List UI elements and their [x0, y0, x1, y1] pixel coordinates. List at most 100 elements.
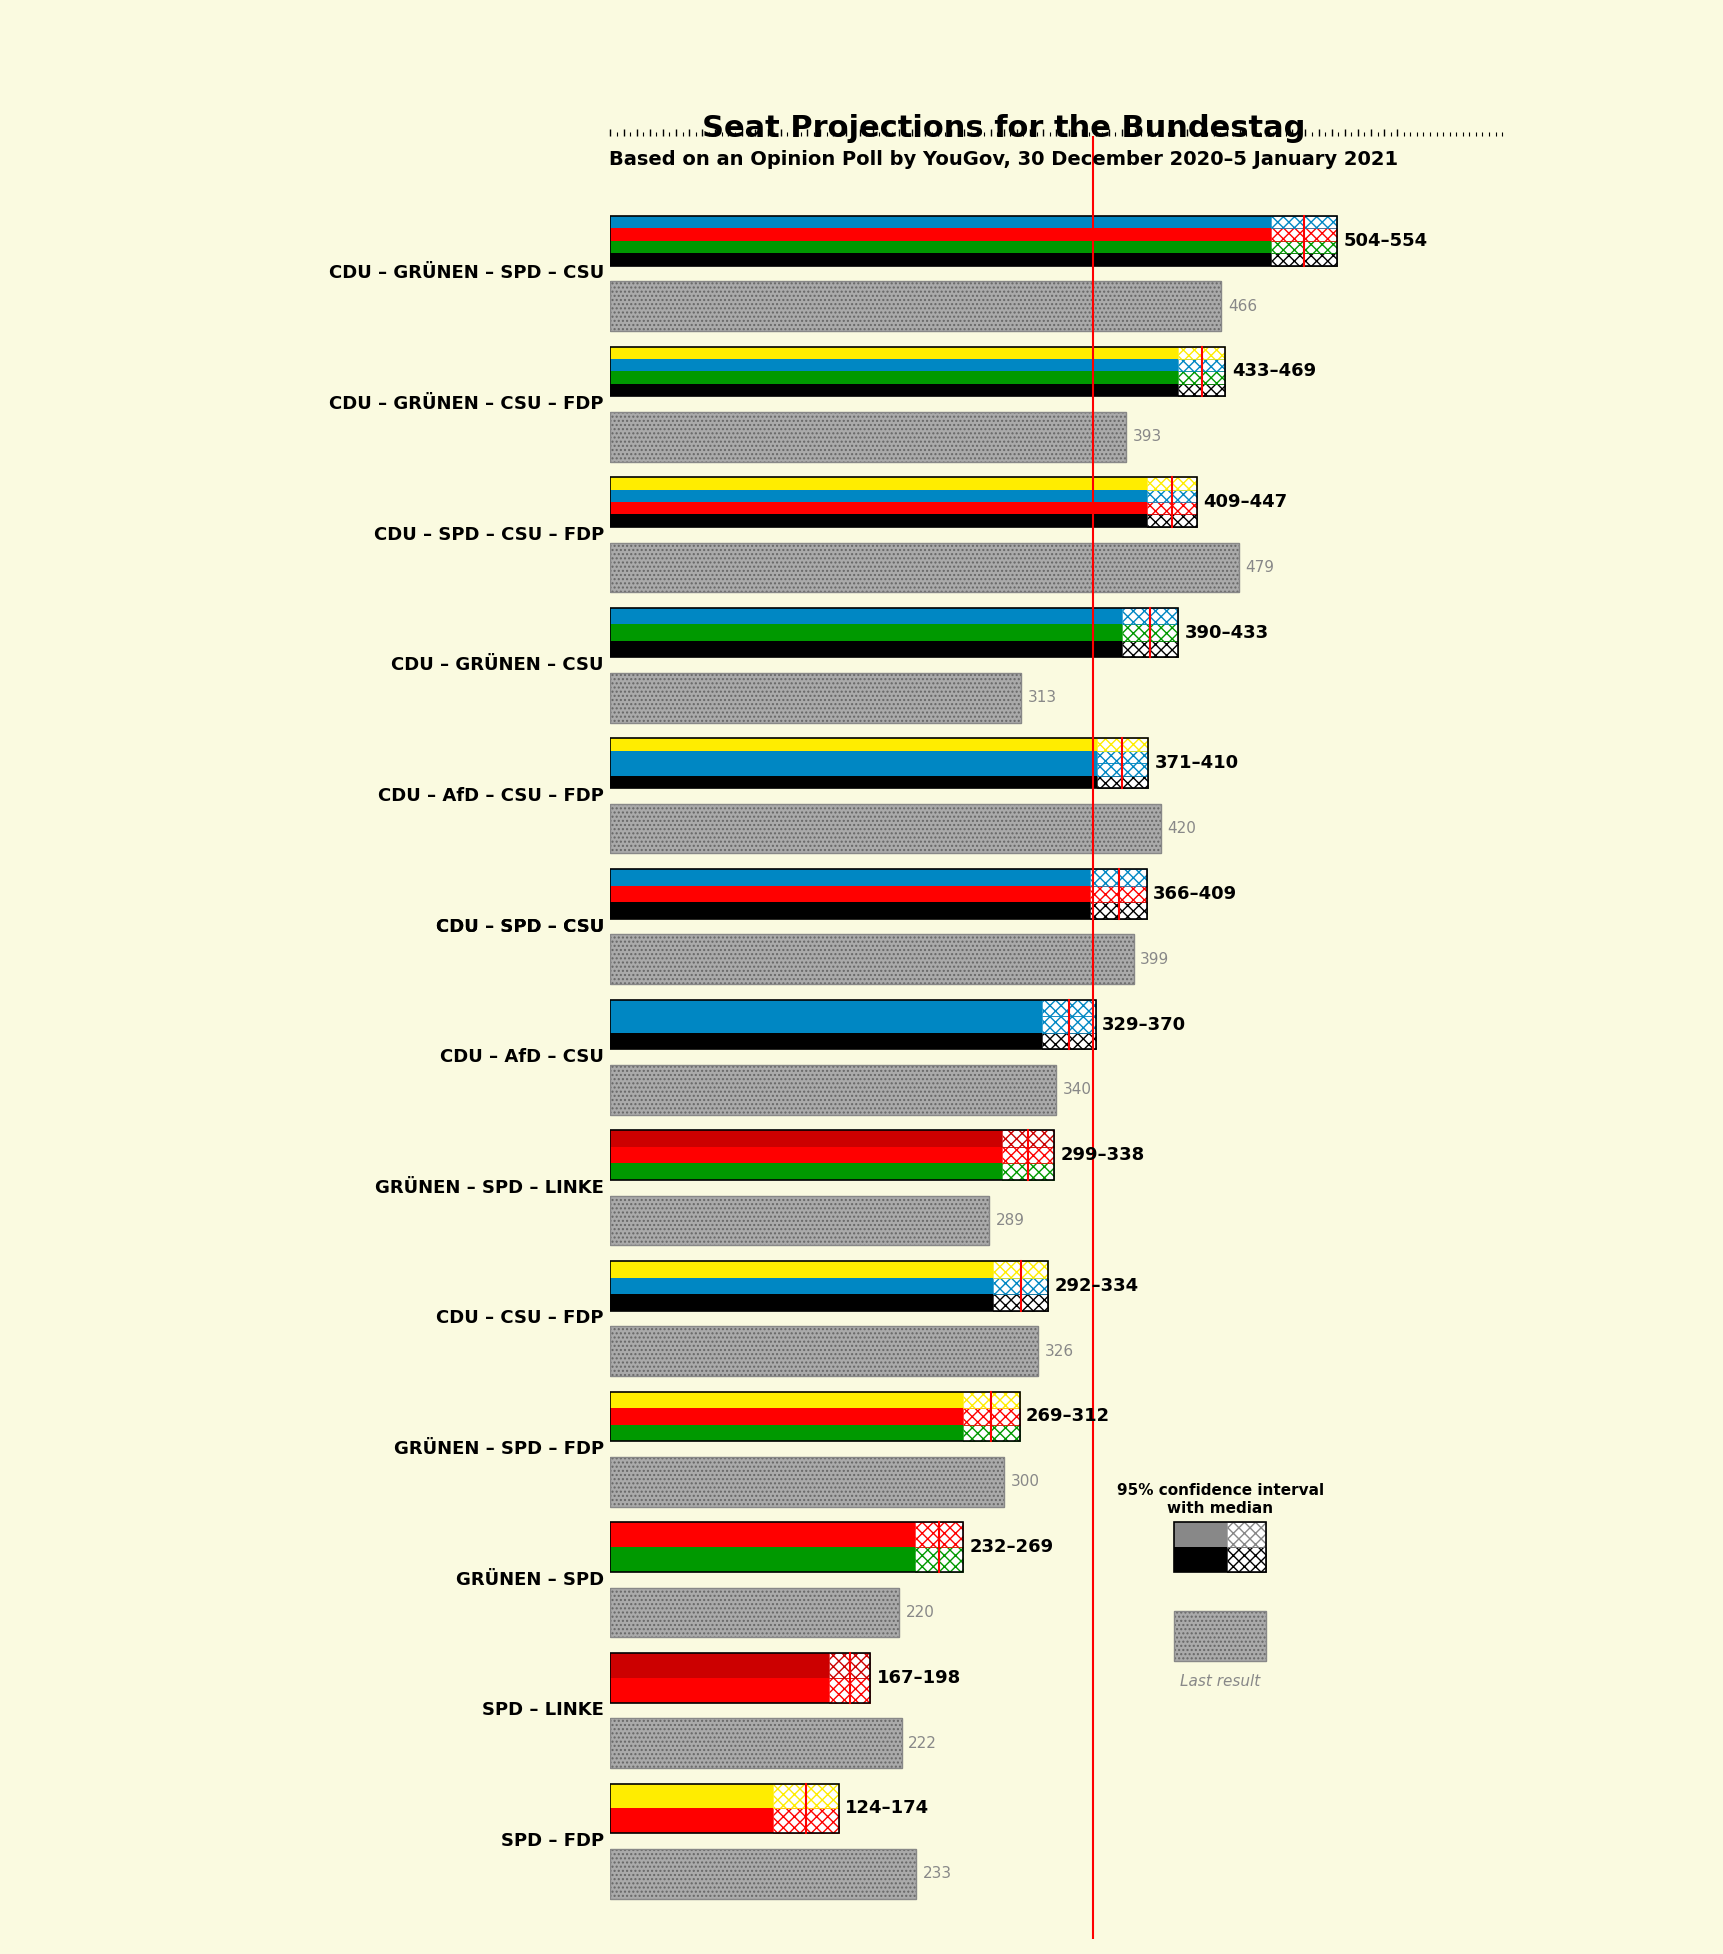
Text: 167–198: 167–198 — [875, 1669, 960, 1686]
Bar — [610, 412, 1125, 461]
Bar — [1270, 240, 1335, 254]
Bar — [610, 1034, 1094, 1049]
Bar — [1146, 502, 1196, 514]
Bar — [610, 1129, 1053, 1180]
Bar — [610, 1424, 1018, 1442]
Text: CDU – AfD – CSU – FDP: CDU – AfD – CSU – FDP — [377, 787, 603, 805]
Bar — [963, 1391, 1018, 1409]
Bar — [1177, 371, 1225, 383]
Bar — [610, 412, 1125, 461]
Bar — [610, 1848, 915, 1899]
Text: GRÜNEN – SPD – LINKE: GRÜNEN – SPD – LINKE — [374, 1178, 603, 1198]
Text: 329–370: 329–370 — [1101, 1016, 1185, 1034]
Bar — [1173, 1522, 1227, 1548]
Bar — [610, 1294, 1048, 1311]
Text: CDU – SPD – CSU: CDU – SPD – CSU — [436, 918, 603, 936]
Bar — [610, 674, 1020, 723]
Bar — [772, 1784, 837, 1807]
Bar — [1001, 1163, 1053, 1180]
Bar — [1146, 477, 1196, 490]
Text: 269–312: 269–312 — [1025, 1407, 1110, 1426]
Bar — [1096, 739, 1148, 750]
Text: 393: 393 — [1132, 430, 1161, 444]
Bar — [610, 1196, 989, 1245]
Bar — [1270, 254, 1335, 266]
Bar — [610, 477, 1196, 528]
Bar — [610, 1587, 898, 1637]
Bar — [1227, 1522, 1265, 1548]
Bar — [610, 514, 1196, 528]
Bar — [610, 543, 1237, 592]
Bar — [992, 1294, 1048, 1311]
Bar — [610, 1522, 963, 1571]
Text: GRÜNEN – SPD: GRÜNEN – SPD — [455, 1571, 603, 1589]
Text: CDU – GRÜNEN – CSU – FDP: CDU – GRÜNEN – CSU – FDP — [329, 395, 603, 412]
Bar — [1173, 1612, 1265, 1661]
Bar — [610, 229, 1335, 240]
Bar — [1270, 254, 1335, 266]
Bar — [1270, 217, 1335, 229]
Bar — [1089, 870, 1146, 885]
Bar — [1177, 346, 1225, 360]
Text: Seat Projections for the Bundestag: Seat Projections for the Bundestag — [701, 113, 1304, 143]
Text: 371–410: 371–410 — [1154, 754, 1239, 772]
Bar — [1096, 776, 1148, 787]
Bar — [1270, 240, 1335, 254]
Text: 124–174: 124–174 — [844, 1800, 929, 1817]
Text: 466: 466 — [1227, 299, 1256, 313]
Bar — [915, 1548, 963, 1571]
Text: 399: 399 — [1139, 952, 1168, 967]
Bar — [1089, 885, 1146, 903]
Bar — [610, 1784, 837, 1833]
Bar — [1270, 217, 1335, 229]
Text: Based on an Opinion Poll by YouGov, 30 December 2020–5 January 2021: Based on an Opinion Poll by YouGov, 30 D… — [608, 150, 1397, 168]
Bar — [610, 1163, 1053, 1180]
Bar — [610, 1807, 837, 1833]
Bar — [1096, 776, 1148, 787]
Text: CDU – SPD – CSU: CDU – SPD – CSU — [436, 918, 603, 936]
Bar — [610, 674, 1020, 723]
Bar — [610, 1000, 1094, 1016]
Bar — [1001, 1129, 1053, 1147]
Bar — [610, 903, 1146, 918]
Bar — [1089, 903, 1146, 918]
Bar — [992, 1278, 1048, 1294]
Bar — [963, 1409, 1018, 1424]
Bar — [610, 1848, 915, 1899]
Bar — [1041, 1034, 1094, 1049]
Bar — [610, 1458, 1003, 1507]
Bar — [610, 739, 1148, 750]
Bar — [610, 1718, 901, 1768]
Bar — [610, 1848, 915, 1899]
Bar — [1227, 1522, 1265, 1548]
Bar — [610, 1000, 1094, 1049]
Bar — [610, 1718, 901, 1768]
Bar — [772, 1807, 837, 1833]
Bar — [610, 870, 1146, 885]
Bar — [1122, 625, 1177, 641]
Bar — [1001, 1147, 1053, 1163]
Bar — [772, 1807, 837, 1833]
Bar — [1270, 229, 1335, 240]
Bar — [992, 1278, 1048, 1294]
Bar — [915, 1522, 963, 1548]
Bar — [829, 1678, 870, 1702]
Bar — [1177, 360, 1225, 371]
Bar — [610, 1260, 1048, 1278]
Bar — [610, 803, 1161, 854]
Bar — [1146, 502, 1196, 514]
Bar — [1146, 477, 1196, 490]
Bar — [992, 1260, 1048, 1278]
Text: 433–469: 433–469 — [1232, 361, 1315, 381]
Text: CDU – AfD – CSU: CDU – AfD – CSU — [439, 1047, 603, 1067]
Bar — [1177, 346, 1225, 360]
Bar — [610, 281, 1222, 330]
Text: 299–338: 299–338 — [1060, 1147, 1144, 1165]
Bar — [1177, 371, 1225, 383]
Bar — [1146, 514, 1196, 528]
Bar — [1227, 1548, 1265, 1571]
Text: 366–409: 366–409 — [1153, 885, 1237, 903]
Bar — [1041, 1000, 1094, 1016]
Bar — [963, 1424, 1018, 1442]
Text: 95% confidence interval
with median: 95% confidence interval with median — [1117, 1483, 1323, 1516]
